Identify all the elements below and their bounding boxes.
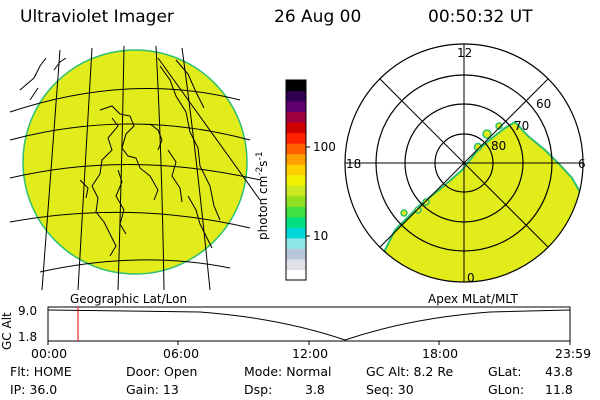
timeline-x-tick-2359: 23:59 — [555, 346, 592, 361]
mlat-label-80: 80 — [491, 139, 507, 153]
timeline-x-tick-1200: 12:00 — [292, 346, 329, 361]
ip-value: IP: 36.0 — [10, 382, 58, 397]
gain-value: Gain: 13 — [126, 382, 179, 397]
colorbar-band — [286, 90, 306, 102]
colorbar-band — [286, 111, 306, 123]
timeline-axis-label: GC Alt — [0, 312, 14, 350]
timeline-y-tick-top: 9.0 — [18, 304, 38, 318]
colorbar-band — [286, 237, 306, 249]
gc-alt-value: GC Alt: 8.2 Re — [366, 364, 454, 379]
colorbar-band — [286, 248, 306, 260]
timeline-x-tick-0600: 06:00 — [163, 346, 200, 361]
coastlines — [19, 57, 221, 257]
colorbar-band — [286, 122, 306, 134]
colorbar-band — [286, 174, 306, 186]
colorbar-band — [286, 132, 306, 144]
observation-time: 00:50:32 UT — [428, 7, 533, 27]
timeline-x-tick-1800: 18:00 — [422, 346, 459, 361]
glon-label: GLon: — [488, 382, 525, 397]
polar-spokes — [345, 44, 583, 282]
colorbar-band — [286, 206, 306, 218]
door-status: Door: Open — [126, 364, 198, 379]
mlt-label-6: 6 — [578, 157, 586, 171]
mlt-label-18: 18 — [346, 157, 362, 171]
dsp-label: Dsp: — [244, 382, 273, 397]
altitude-curve — [47, 309, 571, 341]
flight-status: Flt: HOME — [10, 364, 72, 379]
instrument-title: Ultraviolet Imager — [20, 7, 174, 27]
colorbar-band — [286, 195, 306, 207]
apex-panel-label: Apex MLat/MLT — [428, 292, 518, 306]
colorbar-tick-label-100: 100 — [313, 140, 336, 154]
glat-label: GLat: — [488, 364, 522, 379]
colorbar-band — [286, 227, 306, 239]
observation-date: 26 Aug 00 — [274, 7, 362, 27]
colorbar-tick-label-10: 10 — [313, 229, 329, 243]
dsp-value: 3.8 — [305, 382, 325, 397]
glon-value: 11.8 — [545, 382, 573, 397]
mlat-label-70: 70 — [514, 119, 530, 133]
colorbar-band — [286, 258, 306, 270]
colorbar-band — [286, 80, 306, 92]
colorbar-band — [286, 164, 306, 176]
mlat-label-60: 60 — [536, 97, 552, 111]
earth-disk — [22, 49, 248, 275]
latitude-lines — [9, 88, 261, 273]
timeline-x-ticks — [47, 341, 571, 345]
mode-value: Mode: Normal — [244, 364, 332, 379]
colorbar-band — [286, 269, 306, 281]
aurora-patches — [400, 122, 503, 217]
colorbar-band — [286, 153, 306, 165]
mlt-label-12: 12 — [457, 46, 473, 60]
timeline-y-tick-bottom: 1.8 — [18, 330, 38, 344]
colorbar-band — [286, 101, 306, 113]
colorbar-band — [286, 143, 306, 155]
geographic-panel-label: Geographic Lat/Lon — [70, 292, 188, 306]
glat-value: 43.8 — [545, 364, 573, 379]
colorbar-band — [286, 216, 306, 228]
colorbar-band — [286, 185, 306, 197]
seq-value: Seq: 30 — [366, 382, 414, 397]
mlt-label-0: 0 — [467, 271, 475, 285]
meridian-lines — [41, 45, 261, 290]
timeline-x-tick-0000: 00:00 — [31, 346, 68, 361]
